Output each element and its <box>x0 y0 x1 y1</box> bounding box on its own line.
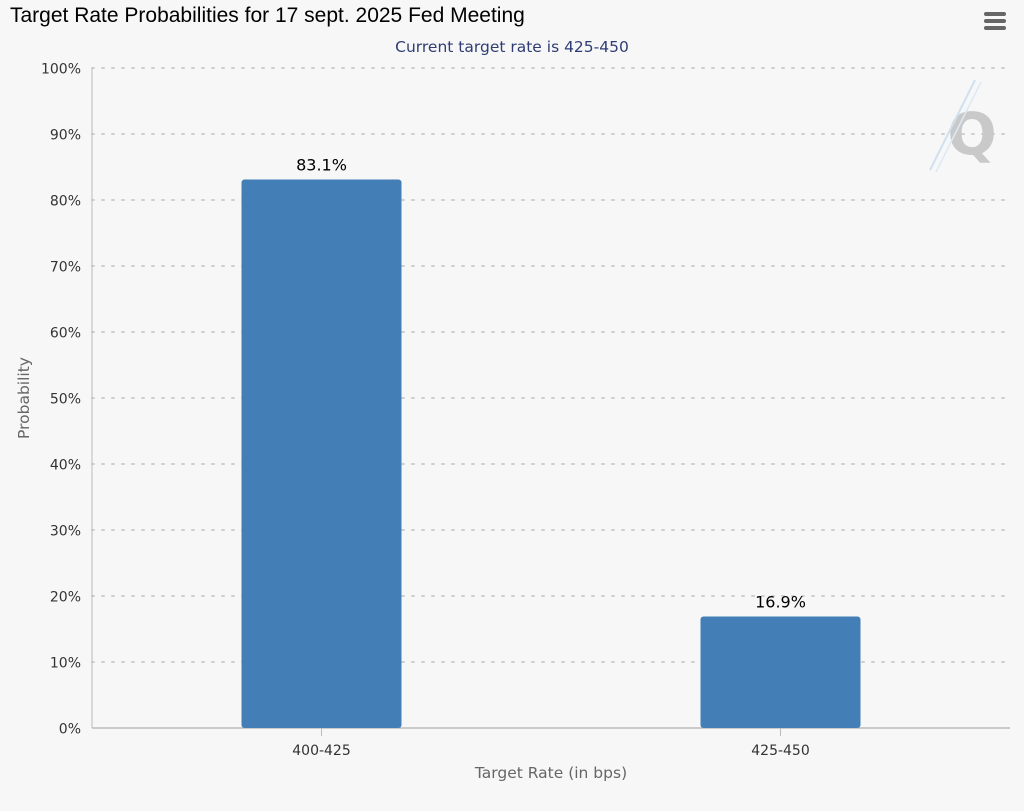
y-tick-label: 60% <box>50 326 81 342</box>
y-tick-label: 10% <box>50 656 81 672</box>
x-axis-ticks: 400-425 425-450 <box>292 728 810 759</box>
y-tick-label: 50% <box>50 392 81 408</box>
grid-lines <box>91 67 1011 663</box>
bars: 83.1% 16.9% <box>241 156 861 729</box>
y-axis-ticks: 0% 10% 20% 30% 40% 50% 60% 70% 80% 90% 100% <box>41 62 81 738</box>
chart-subtitle: Current target rate is 425-450 <box>395 38 629 56</box>
y-tick-label: 100% <box>41 62 81 78</box>
y-axis-label: Probability <box>15 357 33 439</box>
y-tick-label: 20% <box>50 590 81 606</box>
y-tick-label: 80% <box>50 194 81 210</box>
x-tick-label: 400-425 <box>292 743 351 759</box>
bar-400-425[interactable] <box>241 179 402 729</box>
x-tick-label: 425-450 <box>751 743 810 759</box>
x-axis-label: Target Rate (in bps) <box>474 764 627 782</box>
data-label: 16.9% <box>755 592 806 611</box>
y-tick-label: 70% <box>50 260 81 276</box>
y-tick-label: 30% <box>50 524 81 540</box>
q-logo-icon: Q <box>929 79 997 173</box>
bar-425-450[interactable] <box>700 616 861 728</box>
chart-title: Target Rate Probabilities for 17 sept. 2… <box>10 4 525 27</box>
y-tick-label: 40% <box>50 458 81 474</box>
y-tick-label: 0% <box>59 722 81 738</box>
data-label: 83.1% <box>296 156 347 175</box>
y-tick-label: 90% <box>50 128 81 144</box>
hamburger-menu-icon[interactable] <box>980 8 1010 36</box>
